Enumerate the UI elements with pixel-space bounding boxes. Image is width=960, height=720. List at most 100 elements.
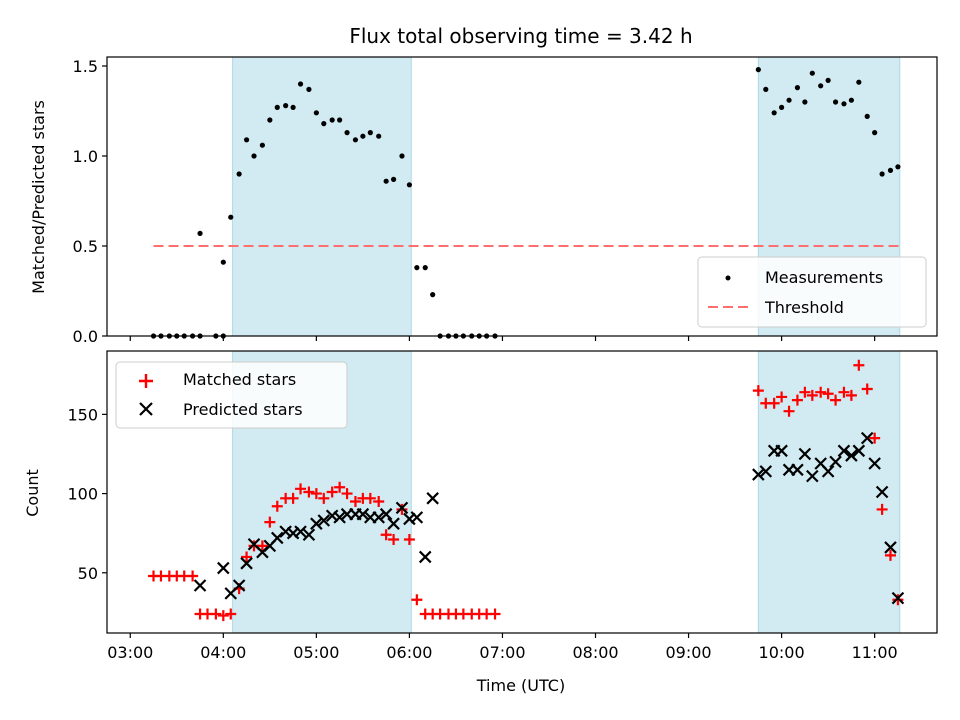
predicted-stars-point — [379, 507, 393, 521]
measurements-point — [832, 99, 839, 105]
matched-stars-point — [241, 551, 253, 563]
bottom-panel-y-axis-label: Count — [23, 469, 42, 517]
predicted-stars-point — [271, 531, 284, 545]
measurements-point — [251, 153, 257, 159]
matched-stars-point — [853, 359, 865, 371]
measurements-point — [383, 178, 389, 184]
x-tick-label: 06:00 — [386, 643, 432, 662]
x-axis-label: Time (UTC) — [476, 676, 565, 695]
bottom-legend-frame — [115, 361, 348, 429]
measurements-point — [243, 137, 250, 143]
predicted-stars-point — [356, 507, 370, 521]
top-panel-y-tick-label: 0.0 — [73, 327, 98, 346]
matched-stars-point — [783, 405, 795, 417]
matched-stars-point — [822, 388, 834, 400]
matched-stars-point — [489, 608, 501, 620]
measurements-point — [376, 133, 382, 139]
top-panel-y-tick-label: 0.5 — [73, 237, 98, 256]
predicted-stars-point — [791, 463, 804, 477]
x-tick-label: 07:00 — [479, 643, 525, 662]
measurements-point — [220, 259, 226, 265]
measurements-point — [786, 97, 792, 103]
matched-stars-point — [256, 540, 268, 552]
predicted-stars-point — [310, 517, 323, 530]
x-tick-label: 04:00 — [200, 643, 246, 662]
matched-stars-point — [411, 594, 423, 606]
legend-marker-matched-stars — [139, 374, 153, 388]
matched-stars-point — [768, 397, 780, 409]
matched-stars-point — [334, 481, 346, 493]
matched-stars-point — [838, 386, 850, 398]
predicted-stars-point — [372, 511, 385, 524]
predicted-stars-point — [821, 465, 835, 478]
predicted-stars-point — [302, 528, 316, 542]
predicted-stars-point — [845, 449, 858, 462]
x-tick-label: 10:00 — [759, 643, 805, 662]
legend-label-threshold: Threshold — [764, 298, 844, 317]
predicted-stars-point — [884, 541, 897, 554]
bottom-panel-points — [148, 359, 905, 622]
matched-stars-point — [271, 500, 283, 512]
measurements-point — [329, 117, 335, 123]
matched-stars-point — [845, 389, 857, 401]
measurements-point — [771, 110, 777, 116]
measurements-point — [274, 104, 280, 110]
top-panel-legend: Measurements Threshold — [697, 256, 927, 328]
matched-stars-point — [869, 432, 881, 444]
top-panel-xticks — [129, 336, 876, 341]
matched-stars-point — [310, 488, 322, 500]
measurements-point — [337, 117, 343, 123]
measurements-point — [228, 214, 234, 220]
predicted-stars-point — [426, 492, 439, 505]
predicted-stars-point — [193, 579, 207, 592]
matched-stars-point — [884, 549, 896, 561]
matched-stars-point — [217, 610, 229, 622]
measurements-point — [390, 176, 397, 182]
measurements-point — [283, 103, 289, 109]
predicted-stars-point — [852, 444, 866, 458]
predicted-stars-point — [387, 517, 400, 530]
measurements-point — [414, 265, 420, 271]
predicted-stars-point — [759, 465, 773, 478]
predicted-stars-point — [217, 561, 230, 575]
top-panel-y-axis-label: Matched/Predicted stars — [29, 100, 48, 294]
matched-stars-point — [799, 386, 811, 398]
measurements-point — [290, 104, 296, 110]
matched-stars-point — [380, 529, 392, 541]
measurements-point — [259, 142, 265, 148]
predicted-stars-point — [395, 501, 409, 515]
predicted-stars-point — [240, 557, 253, 570]
measurements-point — [267, 117, 273, 123]
bottom-panel-yticks: 50 100 150 — [67, 405, 107, 583]
matched-stars-point — [373, 496, 385, 508]
predicted-stars-point — [317, 514, 331, 527]
predicted-stars-point — [798, 447, 812, 461]
matched-stars-point — [318, 492, 330, 504]
bottom-panel-xticks: 03:00 04:00 05:00 06:00 07:00 08:00 09:00 10:00… — [107, 633, 898, 662]
measurements-point — [856, 79, 862, 85]
predicted-stars-point — [837, 444, 851, 458]
bottom-panel-y-tick-label: 150 — [67, 405, 98, 424]
matched-stars-point — [396, 503, 408, 515]
matched-stars-point — [303, 486, 315, 498]
matched-stars-point — [287, 492, 299, 504]
top-panel-shaded-interval — [232, 56, 412, 337]
matched-stars-point — [791, 394, 803, 406]
predicted-stars-point — [860, 431, 874, 445]
x-tick-label: 09:00 — [666, 643, 712, 662]
predicted-stars-point — [333, 511, 346, 524]
matched-stars-point — [388, 534, 400, 546]
predicted-stars-point — [752, 468, 765, 481]
matched-stars-point — [861, 383, 873, 395]
matched-stars-point — [806, 389, 818, 401]
measurements-point — [197, 230, 203, 236]
measurements-point — [763, 86, 769, 92]
measurements-point — [360, 133, 366, 139]
measurements-point — [802, 99, 808, 105]
measurements-point — [755, 67, 761, 73]
measurements-point — [430, 292, 436, 298]
measurements-point — [352, 137, 359, 143]
measurements-point — [313, 110, 319, 116]
matched-stars-point — [403, 534, 415, 546]
